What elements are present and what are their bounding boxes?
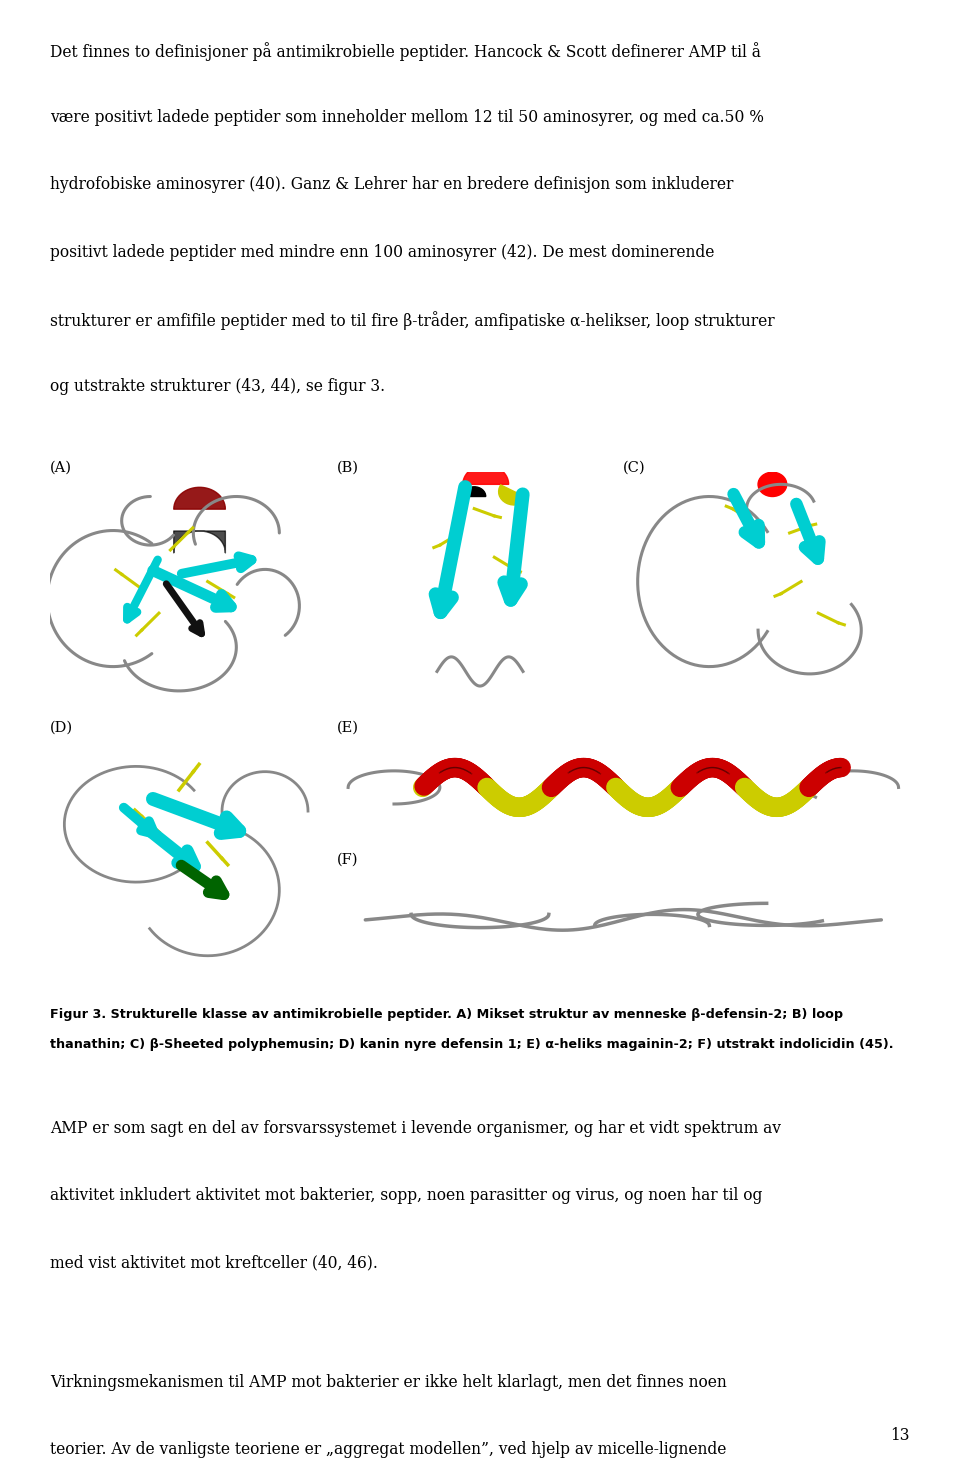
Text: teorier. Av de vanligste teoriene er „aggregat modellen”, ved hjelp av micelle-l: teorier. Av de vanligste teoriene er „ag… [50,1442,727,1458]
Text: Virkningsmekanismen til AMP mot bakterier er ikke helt klarlagt, men det finnes : Virkningsmekanismen til AMP mot bakterie… [50,1374,727,1391]
Text: thanathin; C) β-Sheeted polyphemusin; D) kanin nyre defensin 1; E) α-heliks maga: thanathin; C) β-Sheeted polyphemusin; D)… [50,1038,894,1051]
Text: (C): (C) [623,460,646,475]
Text: 13: 13 [891,1427,910,1445]
Text: (B): (B) [337,460,359,475]
Text: (E): (E) [337,721,359,734]
Text: Det finnes to definisjoner på antimikrobielle peptider. Hancock & Scott definere: Det finnes to definisjoner på antimikrob… [50,41,761,60]
Text: AMP er som sagt en del av forsvarssystemet i levende organismer, og har et vidt : AMP er som sagt en del av forsvarssystem… [50,1120,781,1138]
Text: hydrofobiske aminosyrer (40). Ganz & Lehrer har en bredere definisjon som inklud: hydrofobiske aminosyrer (40). Ganz & Leh… [50,177,733,193]
Text: positivt ladede peptider med mindre enn 100 aminosyrer (42). De mest dominerende: positivt ladede peptider med mindre enn … [50,243,714,261]
Text: aktivitet inkludert aktivitet mot bakterier, sopp, noen parasitter og virus, og : aktivitet inkludert aktivitet mot bakter… [50,1188,762,1204]
Text: (D): (D) [50,721,73,734]
Text: med vist aktivitet mot kreftceller (40, 46).: med vist aktivitet mot kreftceller (40, … [50,1254,378,1272]
Text: Figur 3. Strukturelle klasse av antimikrobielle peptider. A) Mikset struktur av : Figur 3. Strukturelle klasse av antimikr… [50,1008,843,1021]
Text: strukturer er amfifile peptider med to til fire β-tråder, amfipatiske α-helikser: strukturer er amfifile peptider med to t… [50,311,775,330]
Text: være positivt ladede peptider som inneholder mellom 12 til 50 aminosyrer, og med: være positivt ladede peptider som inneho… [50,109,764,127]
Text: (A): (A) [50,460,72,475]
Text: og utstrakte strukturer (43, 44), se figur 3.: og utstrakte strukturer (43, 44), se fig… [50,377,385,395]
Text: (F): (F) [337,852,358,867]
